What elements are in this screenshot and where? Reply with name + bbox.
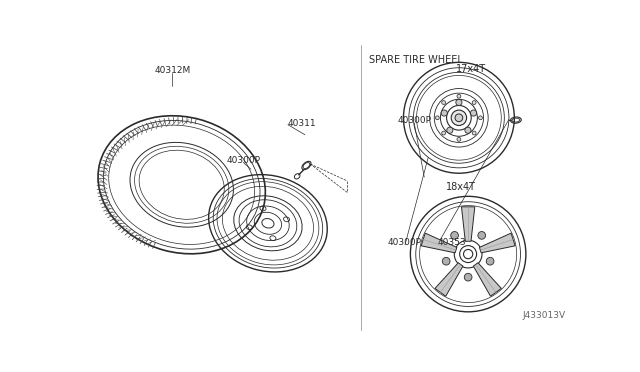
Ellipse shape [472,131,476,135]
Ellipse shape [457,94,461,98]
Ellipse shape [479,116,483,120]
Ellipse shape [457,137,461,141]
Text: J433013V: J433013V [522,311,565,320]
Text: 40300P: 40300P [397,116,431,125]
Ellipse shape [486,257,494,265]
Ellipse shape [478,231,486,239]
Text: 40300P: 40300P [387,238,421,247]
Ellipse shape [472,100,476,105]
Ellipse shape [455,114,463,122]
Ellipse shape [442,131,445,135]
Polygon shape [435,263,463,296]
Ellipse shape [464,273,472,281]
Polygon shape [461,207,475,241]
Polygon shape [474,263,501,296]
Polygon shape [479,233,515,253]
Ellipse shape [465,127,471,133]
Ellipse shape [456,99,462,106]
Ellipse shape [447,127,453,133]
Text: 40353: 40353 [437,238,466,247]
Text: 40312M: 40312M [155,66,191,75]
Ellipse shape [442,100,445,105]
Ellipse shape [451,231,458,239]
Ellipse shape [451,110,467,125]
Text: 17x4T: 17x4T [456,64,486,74]
Ellipse shape [442,257,450,265]
Ellipse shape [441,110,447,116]
Text: 40311: 40311 [288,119,317,128]
Text: 18x4T: 18x4T [446,182,476,192]
Ellipse shape [435,116,439,120]
Ellipse shape [470,110,477,116]
Polygon shape [421,233,457,253]
Text: SPARE TIRE WHEEL: SPARE TIRE WHEEL [369,55,463,65]
Text: 40300P: 40300P [227,155,260,165]
